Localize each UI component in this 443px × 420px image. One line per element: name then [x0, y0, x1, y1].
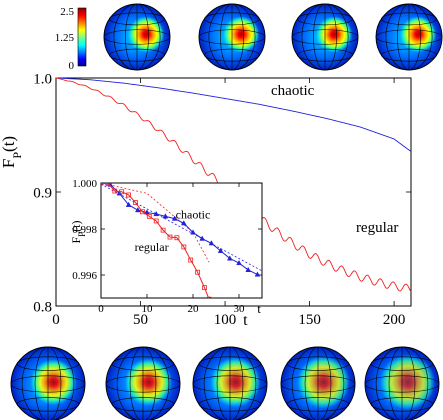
y-tick-label: 0.8 [33, 299, 52, 315]
inset-x-axis-label: t [257, 301, 261, 316]
point-marker-chaotic [162, 213, 169, 219]
bloch-sphere [291, 3, 359, 71]
x-tick-label: 0 [52, 312, 60, 328]
x-tick-label: 200 [383, 312, 406, 328]
point-marker-regular [112, 188, 118, 194]
y-tick-label: 0.9 [33, 185, 52, 201]
point-marker-chaotic [199, 235, 206, 241]
point-marker-regular [181, 244, 187, 250]
bloch-sphere [105, 346, 181, 420]
bloch-sphere [198, 3, 266, 71]
bloch-sphere [280, 346, 356, 420]
point-marker-regular [126, 192, 131, 198]
colorbar-tick-label: 1.25 [55, 32, 75, 44]
point-marker-regular [174, 235, 180, 241]
point-marker-chaotic [171, 215, 178, 221]
y-tick-label: 1.0 [33, 71, 52, 87]
point-marker-regular [146, 213, 152, 219]
point-marker-regular [153, 218, 159, 224]
inset-annotation-chaotic: chaotic [176, 208, 211, 222]
point-marker-chaotic [236, 259, 242, 266]
point-marker-regular [160, 227, 166, 233]
x-tick-label: 10 [142, 303, 154, 315]
inset-ticks: 0 10 20 30 0.996 0.998 1.000 [72, 178, 262, 315]
x-tick-label: 0 [98, 303, 104, 315]
point-marker-chaotic [134, 207, 141, 213]
bloch-sphere [375, 3, 443, 71]
point-marker-chaotic [180, 220, 187, 226]
point-marker-regular [139, 209, 145, 215]
inset-series [101, 183, 262, 298]
sphere-row-bottom [10, 346, 440, 420]
inset-series-clip [101, 183, 262, 298]
bloch-sphere [10, 346, 86, 420]
point-marker-chaotic [226, 255, 233, 261]
point-marker-chaotic [217, 247, 224, 253]
series-line-chaotic [55, 77, 412, 152]
main-y-axis-label: FP(t) [0, 136, 24, 168]
point-marker-chaotic [254, 271, 261, 277]
fit-line-regular [101, 183, 210, 263]
inset-plot-frame [100, 182, 263, 299]
annotation-regular: regular [356, 220, 398, 236]
colorbar-tick-label: 0 [69, 60, 75, 72]
x-tick-label: 100 [214, 312, 237, 328]
x-tick-label: 30 [234, 303, 246, 315]
inset-annotation-regular: regular [135, 240, 169, 254]
colorbar-gradient [77, 7, 87, 67]
point-marker-regular [119, 189, 125, 195]
point-marker-chaotic [245, 266, 252, 272]
point-marker-regular [195, 269, 201, 275]
bloch-sphere [192, 346, 268, 420]
point-marker-chaotic [208, 240, 215, 246]
point-marker-regular [202, 285, 207, 291]
colorbar: 2.5 1.25 0 [55, 6, 87, 72]
point-marker-chaotic [125, 201, 132, 207]
sphere-row-top [103, 3, 443, 71]
x-tick-label: 150 [298, 312, 321, 328]
fit-line-chaotic [101, 183, 262, 272]
y-tick-label: 1.000 [72, 178, 97, 190]
point-marker-regular [188, 257, 194, 263]
inset-y-axis-label: FP(t) [69, 220, 87, 243]
point-marker-regular [206, 296, 212, 298]
x-tick-label: 20 [188, 303, 200, 315]
point-marker-regular [133, 200, 138, 205]
point-marker-regular [167, 234, 173, 240]
colorbar-tick-label: 2.5 [60, 6, 74, 18]
annotation-chaotic: chaotic [271, 83, 315, 99]
y-tick-label: 0.998 [72, 224, 97, 236]
point-marker-chaotic [153, 210, 160, 217]
bloch-sphere [103, 3, 171, 71]
point-marker-regular [105, 183, 111, 186]
main-x-axis-label: t [243, 312, 248, 329]
bloch-sphere [364, 346, 440, 420]
inset-plot: 0 10 20 30 0.996 0.998 1.000 t FP(t) chaotic r… [69, 178, 263, 316]
x-tick-label: 50 [133, 312, 148, 328]
y-tick-label: 0.996 [72, 270, 97, 282]
point-marker-chaotic [190, 229, 196, 235]
